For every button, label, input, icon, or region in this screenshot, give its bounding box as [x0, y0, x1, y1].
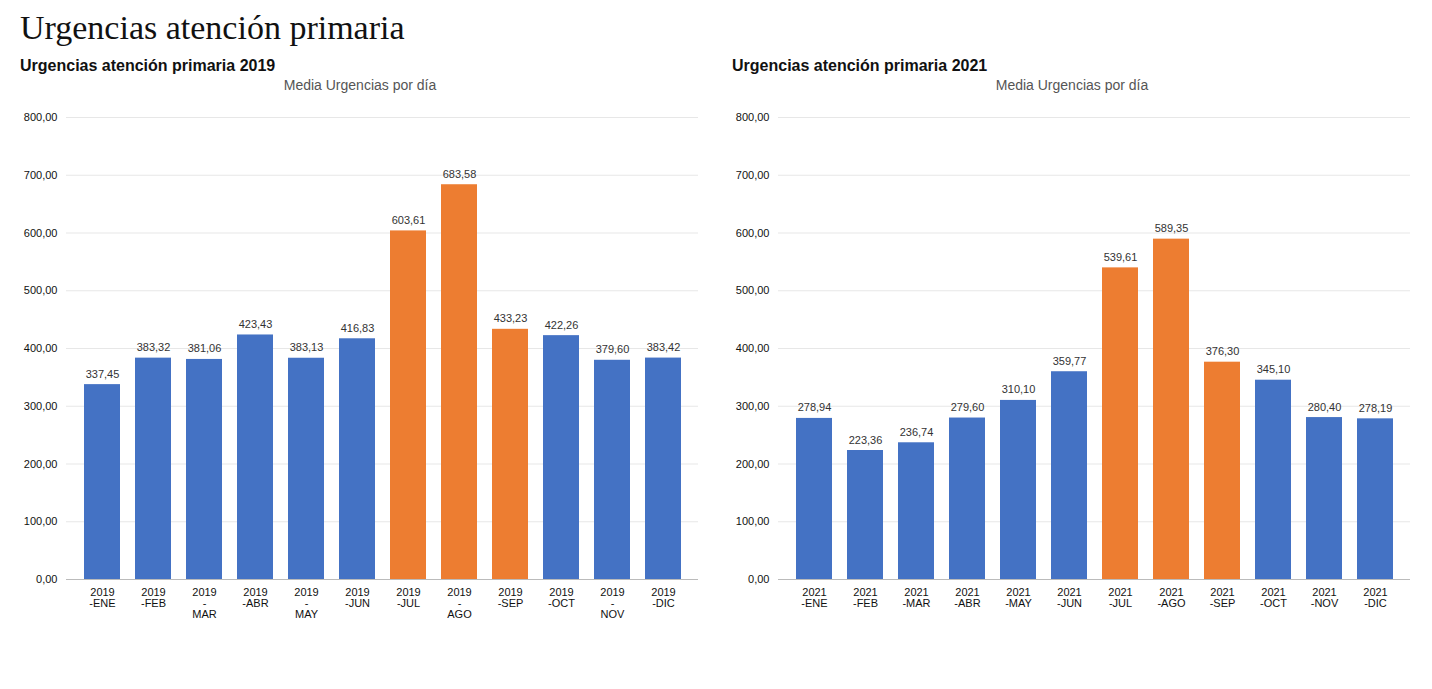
svg-text:100,00: 100,00: [24, 515, 58, 527]
svg-text:600,00: 600,00: [736, 227, 770, 239]
svg-text:500,00: 500,00: [24, 284, 58, 296]
svg-text:200,00: 200,00: [24, 458, 58, 470]
svg-text:683,58: 683,58: [443, 168, 477, 180]
svg-text:2021-JUL: 2021-JUL: [1108, 586, 1132, 609]
svg-text:800,00: 800,00: [736, 111, 770, 123]
html-text:Urgencias atención primaria 20: Urgencias atención primaria 2019: [20, 57, 276, 75]
svg-text:359,77: 359,77: [1053, 355, 1087, 367]
svg-text:2019-SEP: 2019-SEP: [498, 586, 524, 609]
svg-text:2021-MAR: 2021-MAR: [902, 586, 930, 609]
svg-text:383,42: 383,42: [647, 341, 681, 353]
svg-text:2019-ENE: 2019-ENE: [89, 586, 115, 609]
svg-text:310,10: 310,10: [1002, 384, 1036, 396]
html-text:Urgencias atención primaria 20: Urgencias atención primaria 2021: [732, 57, 988, 75]
svg-text:381,06: 381,06: [188, 343, 222, 355]
svg-text:223,36: 223,36: [849, 434, 883, 446]
svg-text:2021-MAY: 2021-MAY: [1005, 586, 1032, 609]
svg-text:2021-DIC: 2021-DIC: [1363, 586, 1387, 609]
svg-text:376,30: 376,30: [1206, 345, 1240, 357]
svg-text:2021-ENE: 2021-ENE: [801, 586, 827, 609]
svg-text:383,32: 383,32: [137, 341, 171, 353]
svg-text:2021-OCT: 2021-OCT: [1260, 586, 1287, 609]
svg-text:2019-FEB: 2019-FEB: [141, 586, 166, 609]
svg-text:300,00: 300,00: [736, 400, 770, 412]
svg-text:800,00: 800,00: [24, 111, 58, 123]
svg-text:0,00: 0,00: [36, 573, 57, 585]
svg-text:2021-ABR: 2021-ABR: [954, 586, 980, 609]
svg-text:2019-OCT: 2019-OCT: [548, 586, 575, 609]
svg-text:383,13: 383,13: [290, 341, 324, 353]
svg-text:2019-MAR: 2019-MAR: [192, 586, 217, 620]
svg-text:345,10: 345,10: [1257, 363, 1291, 375]
svg-text:2019-NOV: 2019-NOV: [600, 586, 625, 620]
svg-text:278,94: 278,94: [798, 402, 832, 414]
svg-text:2021-SEP: 2021-SEP: [1210, 586, 1236, 609]
svg-text:700,00: 700,00: [736, 169, 770, 181]
html-text:Urgencias atención primaria: Urgencias atención primaria: [20, 9, 405, 46]
svg-text:279,60: 279,60: [951, 401, 985, 413]
svg-text:2021-FEB: 2021-FEB: [853, 586, 878, 609]
svg-text:200,00: 200,00: [736, 458, 770, 470]
svg-text:433,23: 433,23: [494, 312, 528, 324]
svg-text:2019-JUN: 2019-JUN: [345, 586, 370, 609]
svg-text:2019-DIC: 2019-DIC: [651, 586, 675, 609]
svg-text:280,40: 280,40: [1308, 401, 1342, 413]
svg-text:422,26: 422,26: [545, 319, 579, 331]
svg-text:236,74: 236,74: [900, 426, 934, 438]
svg-text:2021-AGO: 2021-AGO: [1157, 586, 1186, 609]
svg-text:2019-JUL: 2019-JUL: [396, 586, 420, 609]
svg-text:423,43: 423,43: [239, 318, 273, 330]
html-text:Media Urgencias por día: Media Urgencias por día: [283, 77, 437, 94]
svg-text:2019-AGO: 2019-AGO: [447, 586, 472, 620]
svg-text:603,61: 603,61: [392, 214, 426, 226]
svg-text:2021-NOV: 2021-NOV: [1311, 586, 1339, 609]
svg-text:300,00: 300,00: [24, 400, 58, 412]
svg-text:600,00: 600,00: [24, 227, 58, 239]
svg-text:2019-MAY: 2019-MAY: [294, 586, 318, 620]
svg-text:100,00: 100,00: [736, 515, 770, 527]
svg-text:589,35: 589,35: [1155, 222, 1189, 234]
svg-text:0,00: 0,00: [748, 573, 769, 585]
svg-text:400,00: 400,00: [24, 342, 58, 354]
svg-text:2021-JUN: 2021-JUN: [1057, 586, 1082, 609]
svg-text:278,19: 278,19: [1359, 402, 1393, 414]
svg-text:400,00: 400,00: [736, 342, 770, 354]
svg-text:500,00: 500,00: [736, 284, 770, 296]
svg-text:539,61: 539,61: [1104, 251, 1138, 263]
svg-text:416,83: 416,83: [341, 322, 375, 334]
svg-text:700,00: 700,00: [24, 169, 58, 181]
svg-text:2019-ABR: 2019-ABR: [242, 586, 268, 609]
html-text:Media Urgencias por día: Media Urgencias por día: [995, 77, 1149, 94]
svg-text:379,60: 379,60: [596, 343, 630, 355]
svg-text:337,45: 337,45: [86, 368, 120, 380]
